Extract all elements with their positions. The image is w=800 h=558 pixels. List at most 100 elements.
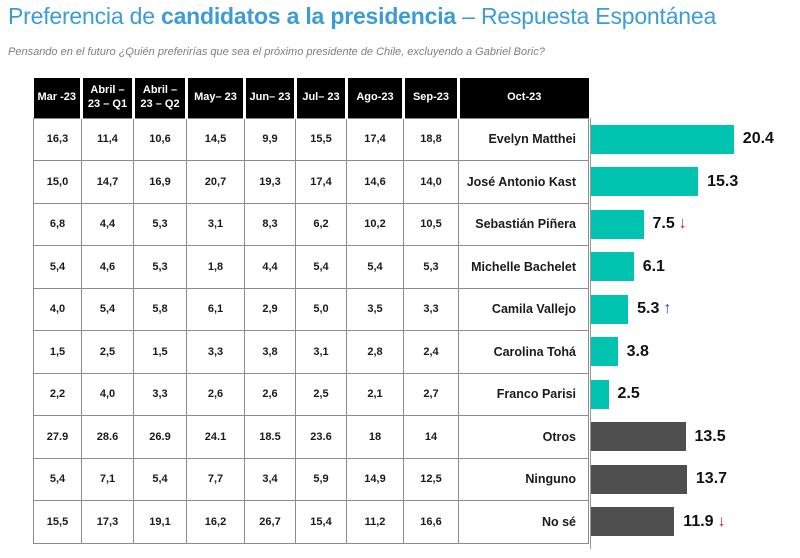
value-cell: 14,9 — [346, 457, 404, 501]
table-body: 16,3 11,4 10,6 14,5 9,9 15,5 17,4 18,8 Evelyn Ma… — [33, 117, 589, 544]
candidate-name: Ninguno — [458, 457, 589, 501]
value-cell: 10,2 — [346, 202, 404, 246]
candidate-name: Carolina Tohá — [458, 330, 589, 374]
value-cell: 14,5 — [186, 117, 245, 161]
bar-row: 5.3 ↑ — [591, 288, 799, 331]
value-cell: 17,3 — [81, 500, 134, 544]
value-cell: 16,6 — [403, 500, 459, 544]
value-cell: 26.9 — [133, 415, 187, 459]
value-cell: 4,0 — [33, 287, 82, 331]
bar-axis-line — [590, 118, 591, 549]
value-cell: 1,5 — [33, 330, 82, 374]
bar-row: 7.5 ↓ — [591, 203, 799, 246]
value-cell: 26,7 — [244, 500, 296, 544]
value-cell: 5,3 — [133, 245, 187, 289]
trend-down-arrow-icon: ↓ — [717, 512, 726, 530]
value-cell: 18,8 — [403, 117, 459, 161]
value-cell: 2,2 — [33, 372, 82, 416]
column-header: May– 23 — [185, 78, 245, 118]
value-cell: 2,4 — [403, 330, 459, 374]
value-cell: 5,4 — [33, 457, 82, 501]
candidate-name: Michelle Bachelet — [458, 245, 589, 289]
value-cell: 2,6 — [186, 372, 245, 416]
value-cell: 15,5 — [295, 117, 347, 161]
value-cell: 19,1 — [133, 500, 187, 544]
title-bold: candidatos a la presidencia — [160, 3, 456, 29]
title-suffix: – Respuesta Espontánea — [455, 3, 717, 29]
value-cell: 5,8 — [133, 287, 187, 331]
bar-otros — [591, 422, 686, 452]
value-cell: 9,9 — [244, 117, 296, 161]
value-cell: 4,6 — [81, 245, 134, 289]
value-cell: 16,2 — [186, 500, 245, 544]
value-cell: 14 — [403, 415, 459, 459]
bar-value-label: 11.9 — [683, 512, 714, 530]
value-cell: 3,3 — [186, 330, 245, 374]
value-cell: 27.9 — [33, 415, 82, 459]
value-cell: 18.5 — [244, 415, 296, 459]
column-header: Mar -23 — [33, 78, 82, 118]
value-cell: 2,5 — [295, 372, 347, 416]
candidate-name: Evelyn Matthei — [458, 117, 589, 161]
table-row: 2,2 4,0 3,3 2,6 2,6 2,5 2,1 2,7 Franco Parisi — [33, 372, 589, 416]
column-header: Abril – 23 – Q1 — [80, 78, 134, 118]
candidate-name: Sebastián Piñera — [458, 202, 589, 246]
bar-franco-parisi — [591, 379, 609, 409]
bar-row: 13.7 — [591, 458, 799, 501]
value-cell: 15,0 — [33, 160, 82, 204]
table-row: 15,0 14,7 16,9 20,7 19,3 17,4 14,6 14,0 José Ant… — [33, 160, 589, 204]
value-cell: 28.6 — [81, 415, 134, 459]
value-cell: 11,4 — [81, 117, 134, 161]
bar-row: 3.8 — [591, 331, 799, 374]
value-cell: 2,6 — [244, 372, 296, 416]
value-cell: 5,4 — [33, 245, 82, 289]
value-cell: 3,1 — [186, 202, 245, 246]
candidate-name: Otros — [458, 415, 589, 459]
value-cell: 5,4 — [133, 457, 187, 501]
value-cell: 7,1 — [81, 457, 134, 501]
table-row: 15,5 17,3 19,1 16,2 26,7 15,4 11,2 16,6 No sé — [33, 500, 589, 544]
value-cell: 10,6 — [133, 117, 187, 161]
value-cell: 20,7 — [186, 160, 245, 204]
value-cell: 2,5 — [81, 330, 134, 374]
bar-value-label: 2.5 — [617, 385, 640, 403]
bar-row: 15.3 — [591, 161, 799, 204]
value-cell: 3,4 — [244, 457, 296, 501]
bar-value-label: 20.4 — [742, 130, 774, 148]
bar-value-label: 6.1 — [642, 257, 665, 275]
bar-value-label: 3.8 — [626, 342, 649, 360]
column-header: Abril – 23 – Q2 — [132, 78, 187, 118]
column-header: Jun– 23 — [243, 78, 296, 118]
value-cell: 16,3 — [33, 117, 82, 161]
table-row: 5,4 4,6 5,3 1,8 4,4 5,4 5,4 5,3 Michelle Bachele… — [33, 245, 589, 289]
bar-row: 13.5 — [591, 416, 799, 459]
table-row: 4,0 5,4 5,8 6,1 2,9 5,0 3,5 3,3 Camila Vallejo — [33, 287, 589, 331]
bar-jos-antonio-kast — [591, 167, 699, 197]
bar-camila-vallejo — [591, 294, 629, 324]
value-cell: 1,5 — [133, 330, 187, 374]
bar-carolina-toh- — [591, 337, 618, 367]
value-cell: 6,1 — [186, 287, 245, 331]
value-cell: 15,4 — [295, 500, 347, 544]
value-cell: 18 — [346, 415, 404, 459]
table-header: Mar -23 Abril – 23 – Q1 Abril – 23 – Q2 May… — [33, 78, 589, 118]
bar-value-label: 13.5 — [694, 427, 726, 445]
bar-value-label: 7.5 — [652, 215, 675, 233]
bar-row: 6.1 — [591, 246, 799, 289]
value-cell: 8,3 — [244, 202, 296, 246]
trend-down-arrow-icon: ↓ — [678, 215, 687, 233]
value-cell: 3,3 — [403, 287, 459, 331]
table-row: 5,4 7,1 5,4 7,7 3,4 5,9 14,9 12,5 Ninguno — [33, 457, 589, 501]
value-cell: 5,9 — [295, 457, 347, 501]
value-cell: 6,2 — [295, 202, 347, 246]
value-cell: 4,4 — [244, 245, 296, 289]
value-cell: 5,4 — [295, 245, 347, 289]
column-header: Ago-23 — [345, 78, 404, 118]
candidate-name: No sé — [458, 500, 589, 544]
candidate-name: Camila Vallejo — [458, 287, 589, 331]
value-cell: 6,8 — [33, 202, 82, 246]
column-header: Sep-23 — [402, 78, 459, 118]
value-cell: 16,9 — [133, 160, 187, 204]
value-cell: 5,4 — [81, 287, 134, 331]
value-cell: 14,6 — [346, 160, 404, 204]
